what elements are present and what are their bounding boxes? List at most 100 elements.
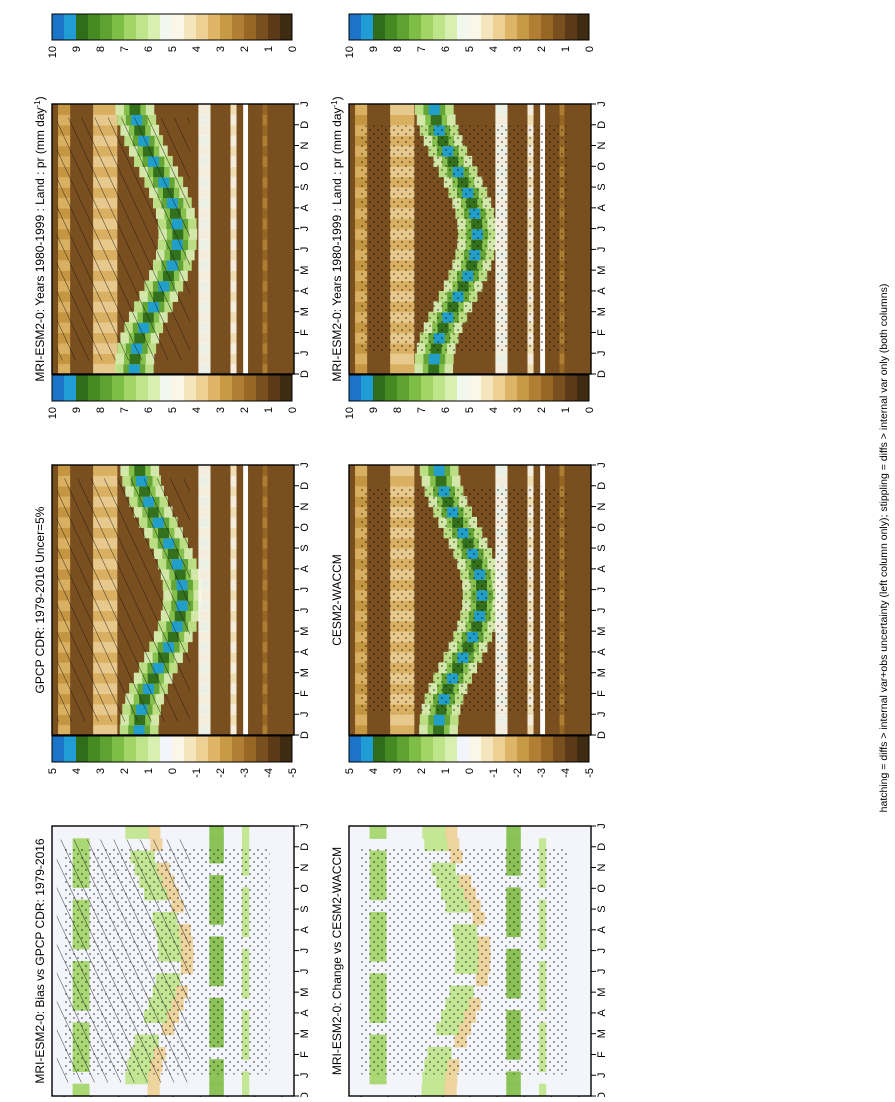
colorbar-label-tl-7: 3 xyxy=(215,46,227,52)
colorbar-cell-br-16 xyxy=(541,736,554,762)
x-tick-label-tl-2: F xyxy=(299,329,311,336)
colorbar-label-ml-9: 1 xyxy=(263,407,275,413)
colorbar-cell-tr-18 xyxy=(565,14,578,40)
colorbar-label-tr-3: 7 xyxy=(416,46,428,52)
x-tick-label-bl-9: S xyxy=(299,905,311,912)
colorbar-cell-bl-8 xyxy=(148,736,161,762)
colorbar-cell-br-19 xyxy=(577,736,590,762)
colorbar-cell-tr-5 xyxy=(409,14,422,40)
colorbar-label-ml-10: 0 xyxy=(287,407,299,413)
colorbar-cell-mr-15 xyxy=(529,375,542,401)
colorbar-cell-bl-6 xyxy=(124,736,137,762)
panel-ml: DJFMAMJJASONDJ8060°N20020°S6080GPCP CDR:… xyxy=(33,374,311,759)
x-tick-label-tr-5: M xyxy=(596,266,608,275)
x-tick-label-br-2: F xyxy=(596,1051,608,1058)
colorbar-cell-tl-2 xyxy=(76,14,89,40)
colorbar-cell-bl-14 xyxy=(220,736,233,762)
colorbar-label-ml-2: 8 xyxy=(95,407,107,413)
colorbar-label-br-3: 2 xyxy=(416,768,428,774)
colorbar-cell-tl-11 xyxy=(184,14,197,40)
x-tick-label-bl-2: F xyxy=(299,1051,311,1058)
colorbar-label-br-0: 5 xyxy=(344,768,356,774)
colorbar-label-ml-0: 10 xyxy=(47,407,59,419)
colorbar-cell-mr-19 xyxy=(577,375,590,401)
stippling-mr xyxy=(361,486,567,714)
colorbar-cell-tl-19 xyxy=(280,14,293,40)
colorbar-cell-ml-9 xyxy=(160,375,173,401)
colorbar-cell-tl-8 xyxy=(148,14,161,40)
colorbar-label-br-4: 1 xyxy=(440,768,452,774)
colorbar-label-br-9: -4 xyxy=(560,768,572,778)
colorbar-cell-tr-12 xyxy=(493,14,506,40)
x-tick-label-br-11: N xyxy=(596,864,608,872)
x-tick-label-br-5: M xyxy=(596,988,608,997)
colorbar-label-ml-1: 9 xyxy=(71,407,83,413)
x-tick-label-mr-8: A xyxy=(596,565,608,573)
colorbar-cell-tr-11 xyxy=(481,14,494,40)
colorbar-cell-tl-13 xyxy=(208,14,221,40)
colorbar-label-br-5: 0 xyxy=(464,768,476,774)
colorbar-label-tl-8: 2 xyxy=(239,46,251,52)
colorbar-cell-br-15 xyxy=(529,736,542,762)
title-end-tr: ) xyxy=(330,96,344,100)
colorbar-cell-bl-18 xyxy=(268,736,281,762)
colorbar-cell-ml-15 xyxy=(232,375,245,401)
colorbar-cell-br-7 xyxy=(433,736,446,762)
x-tick-label-br-13: J xyxy=(596,823,608,829)
colorbar-label-bl-1: 4 xyxy=(71,768,83,774)
title-mr: CESM2-WACCM xyxy=(330,554,344,646)
x-tick-label-ml-1: J xyxy=(299,711,311,717)
colorbar-label-mr-0: 10 xyxy=(344,407,356,419)
x-tick-label-bl-3: M xyxy=(299,1029,311,1038)
x-tick-label-br-3: M xyxy=(596,1029,608,1038)
colorbar-label-ml-6: 4 xyxy=(191,407,203,413)
colorbar-cell-tl-6 xyxy=(124,14,137,40)
hatching-ml xyxy=(56,478,190,722)
x-tick-label-ml-6: J xyxy=(299,608,311,614)
x-tick-label-br-4: A xyxy=(596,1009,608,1017)
colorbar-label-tr-10: 0 xyxy=(584,46,596,52)
x-tick-label-bl-8: A xyxy=(299,926,311,934)
colorbar-cell-tr-17 xyxy=(553,14,566,40)
colorbar-cell-tl-3 xyxy=(88,14,101,40)
colorbar-label-mr-2: 8 xyxy=(392,407,404,413)
colorbar-label-bl-4: 1 xyxy=(143,768,155,774)
colorbar-cell-mr-16 xyxy=(541,375,554,401)
x-tick-label-tl-10: O xyxy=(299,162,311,171)
colorbar-cell-ml-16 xyxy=(244,375,257,401)
hatching-tl xyxy=(56,117,190,361)
colorbar-cell-br-18 xyxy=(565,736,578,762)
colorbar-cell-ml-19 xyxy=(280,375,293,401)
x-tick-label-mr-4: A xyxy=(596,648,608,656)
colorbar-cell-br-1 xyxy=(361,736,374,762)
x-tick-label-mr-5: M xyxy=(596,627,608,636)
colorbar-cell-tl-14 xyxy=(220,14,233,40)
colorbar-cell-tr-1 xyxy=(361,14,374,40)
colorbar-cell-bl-17 xyxy=(256,736,269,762)
colorbar-cell-mr-8 xyxy=(445,375,458,401)
x-tick-label-bl-6: J xyxy=(299,969,311,975)
title-sup-tl: -1 xyxy=(33,100,42,108)
colorbar-label-br-1: 4 xyxy=(368,768,380,774)
colorbar-label-mr-4: 6 xyxy=(440,407,452,413)
colorbar-cell-bl-16 xyxy=(244,736,257,762)
title-ml: GPCP CDR: 1979-2016 Uncer=5% xyxy=(33,506,47,693)
colorbar-cell-ml-17 xyxy=(256,375,269,401)
colorbar-cell-br-8 xyxy=(445,736,458,762)
x-tick-label-tr-3: M xyxy=(596,307,608,316)
colorbar-cell-bl-12 xyxy=(196,736,209,762)
x-tick-label-tr-13: J xyxy=(596,101,608,107)
colorbar-cell-mr-6 xyxy=(421,375,434,401)
colorbar-cell-tl-17 xyxy=(256,14,269,40)
colorbar-cell-mr-4 xyxy=(397,375,410,401)
colorbar-br: 5 4 3 2 1 0 -1 -2 -3 -4 -5 xyxy=(344,735,596,778)
colorbar-cell-ml-8 xyxy=(148,375,161,401)
x-tick-label-tr-10: O xyxy=(596,162,608,171)
colorbar-tr: 10 9 8 7 6 5 4 3 2 1 0 xyxy=(344,13,596,58)
x-tick-label-tr-9: S xyxy=(596,183,608,190)
title-sup-tr: -1 xyxy=(330,100,339,108)
x-tick-label-tl-13: J xyxy=(299,101,311,107)
x-tick-label-tr-8: A xyxy=(596,204,608,212)
